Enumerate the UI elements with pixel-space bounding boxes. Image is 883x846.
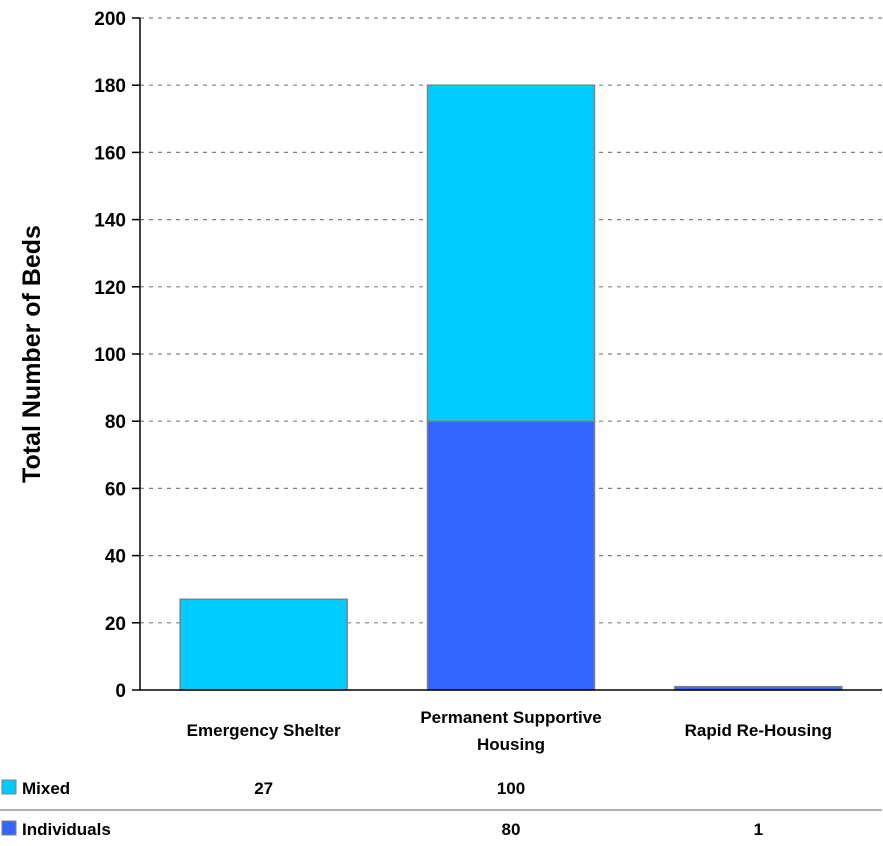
legend-key-individuals [1, 820, 17, 836]
bar-mixed-0 [179, 598, 348, 691]
y-tick-label: 200 [94, 9, 126, 30]
axes [139, 18, 882, 691]
legend-label-mixed: Mixed [22, 779, 70, 798]
y-tick-label: 160 [94, 143, 126, 164]
y-tick-label: 120 [94, 278, 126, 299]
table-value: 27 [254, 779, 273, 798]
table-value: 100 [497, 779, 525, 798]
y-tick-label: 140 [94, 211, 126, 232]
category-label: Permanent Supportive Housing [420, 708, 601, 754]
legend-key-mixed [1, 779, 17, 795]
y-tick-label: 20 [105, 614, 126, 635]
y-axis-title: Total Number of Beds [18, 225, 46, 483]
y-tick-label: 0 [115, 681, 126, 702]
category-label: Emergency Shelter [187, 721, 341, 740]
bars [179, 84, 843, 691]
y-tick-label: 180 [94, 76, 126, 97]
category-label: Rapid Re-Housing [685, 721, 832, 740]
legend-label-individuals: Individuals [22, 820, 111, 839]
table-value: 1 [754, 820, 763, 839]
y-tick-label: 60 [105, 479, 126, 500]
y-tick-label: 100 [94, 345, 126, 366]
category-labels: Emergency Shelter Permanent Supportive Hou… [187, 708, 832, 754]
y-tick-label: 40 [105, 547, 126, 568]
y-tick-label: 80 [105, 412, 126, 433]
table-value: 80 [502, 820, 521, 839]
data-table: Mixed 27 100 Individuals 80 1 [0, 779, 882, 839]
y-tick-labels: 0 20 40 60 80 100 120 140 160 180 200 [94, 9, 126, 702]
bar-mixed-1 [426, 84, 596, 422]
bar-individuals-1 [426, 420, 596, 691]
